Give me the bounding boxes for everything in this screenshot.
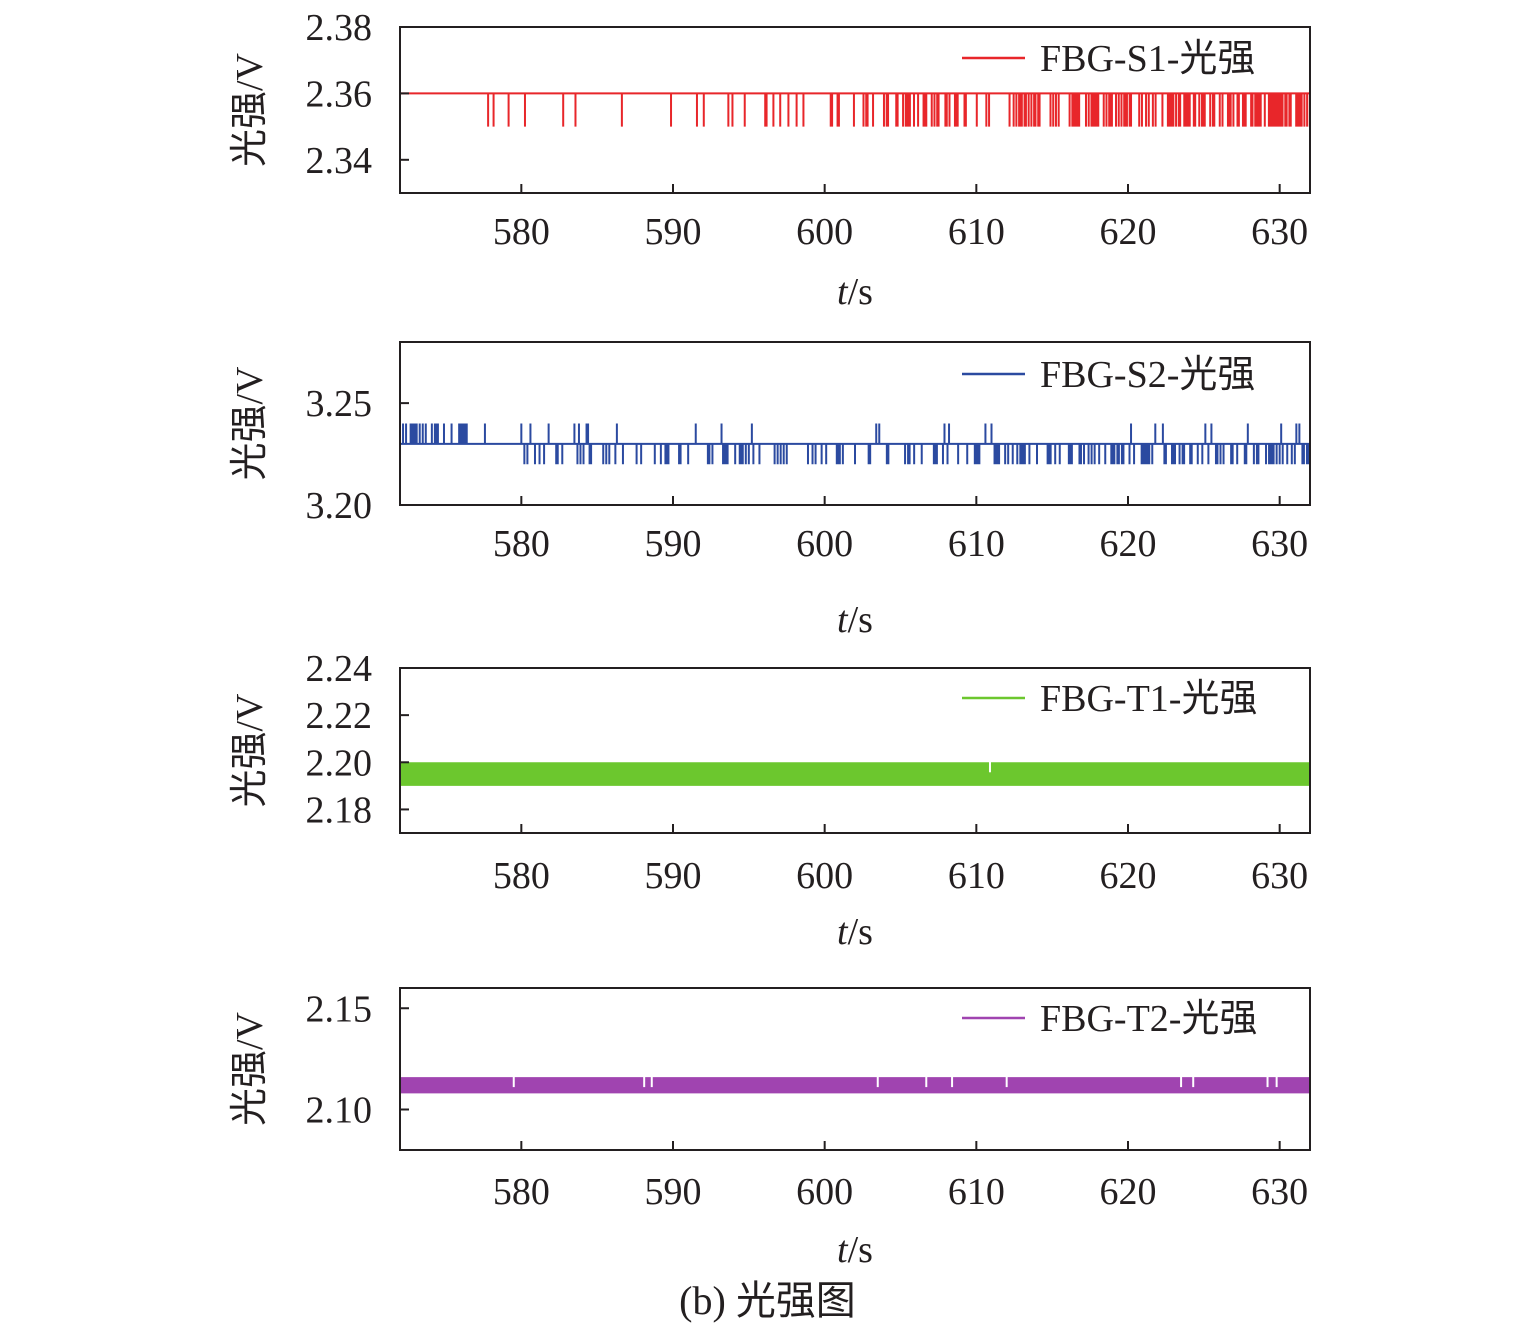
x-tick-label: 590 [645,211,702,253]
x-tick-label: 610 [948,211,1005,253]
x-tick-label: 610 [948,1171,1005,1213]
x-tick-label: 630 [1251,523,1308,565]
series-line [400,1077,1310,1094]
series-1 [400,92,1310,127]
x-axis-label: t/s [837,271,873,313]
y-tick-label: 2.38 [306,7,373,49]
x-axis-label-var: t [837,1229,849,1271]
x-tick-label: 610 [948,855,1005,897]
axes-frame [399,987,1311,1151]
chart-panel-4: 580 590 600 610 620 630 2.10 2.15 光强/V t/s FBG-T2-… [229,987,1311,1271]
x-tick-label: 590 [645,1171,702,1213]
x-axis-label-unit: /s [848,271,873,313]
axes-frame [399,341,1311,506]
x-tick-label: 620 [1100,523,1157,565]
y-tick-label: 2.10 [306,1090,373,1132]
y-tick-label: 2.15 [306,988,373,1030]
series-line [400,423,1310,465]
legend-label: FBG-T2-光强 [1040,998,1257,1040]
y-tick-label: 3.25 [306,383,373,425]
x-axis-label: t/s [837,1229,873,1271]
x-axis-label-var: t [837,911,849,953]
x-tick-label: 580 [493,523,550,565]
x-tick-label: 620 [1100,211,1157,253]
y-tick-label: 2.22 [306,695,373,737]
x-tick-label: 620 [1100,855,1157,897]
y-tick-label: 2.18 [306,789,373,831]
series-line [400,762,1310,786]
chart-panel-3: 580 590 600 610 620 630 2.18 2.20 2.22 2.24 光强/V t/… [229,648,1311,953]
y-tick-label: 3.20 [306,485,373,527]
x-axis-label-unit: /s [848,1229,873,1271]
y-tick-label: 2.24 [306,648,373,690]
x-tick-label: 600 [796,523,853,565]
legend-label: FBG-S2-光强 [1040,354,1255,396]
y-tick-label: 2.20 [306,742,373,784]
x-axis-label-unit: /s [848,911,873,953]
y-axis-label: 光强/V [229,366,271,481]
x-tick-label: 630 [1251,211,1308,253]
y-axis-label: 光强/V [229,1011,271,1126]
chart-panel-1: 580 590 600 610 620 630 2.34 2.36 2.38 光强/V t/s FBG… [229,7,1311,313]
x-tick-label: 600 [796,855,853,897]
figure-caption: (b) 光强图 [679,1278,856,1323]
x-tick-label: 590 [645,523,702,565]
y-axis-label: 光强/V [229,52,271,167]
x-tick-label: 580 [493,855,550,897]
legend-label: FBG-T1-光强 [1040,678,1257,720]
x-tick-label: 600 [796,1171,853,1213]
x-axis-label: t/s [837,599,873,641]
x-tick-label: 590 [645,855,702,897]
x-tick-label: 600 [796,211,853,253]
x-tick-label: 580 [493,211,550,253]
y-tick-label: 2.36 [306,73,373,115]
x-tick-label: 630 [1251,855,1308,897]
x-axis-label: t/s [837,911,873,953]
y-tick-label: 2.34 [306,140,373,182]
axes-frame [399,26,1311,194]
x-tick-label: 580 [493,1171,550,1213]
x-tick-label: 620 [1100,1171,1157,1213]
series-2 [400,423,1310,465]
x-tick-label: 610 [948,523,1005,565]
x-axis-label-var: t [837,271,849,313]
x-axis-label-unit: /s [848,599,873,641]
x-tick-label: 630 [1251,1171,1308,1213]
chart-panel-2: 580 590 600 610 620 630 3.20 3.25 光强/V t/s FBG-S2-… [229,341,1311,641]
series-line [400,92,1310,127]
series-4 [400,1075,1310,1094]
y-axis-label: 光强/V [229,693,271,808]
series-3 [400,760,1310,786]
legend-label: FBG-S1-光强 [1040,38,1255,80]
axes-frame [399,667,1311,834]
x-axis-label-var: t [837,599,849,641]
